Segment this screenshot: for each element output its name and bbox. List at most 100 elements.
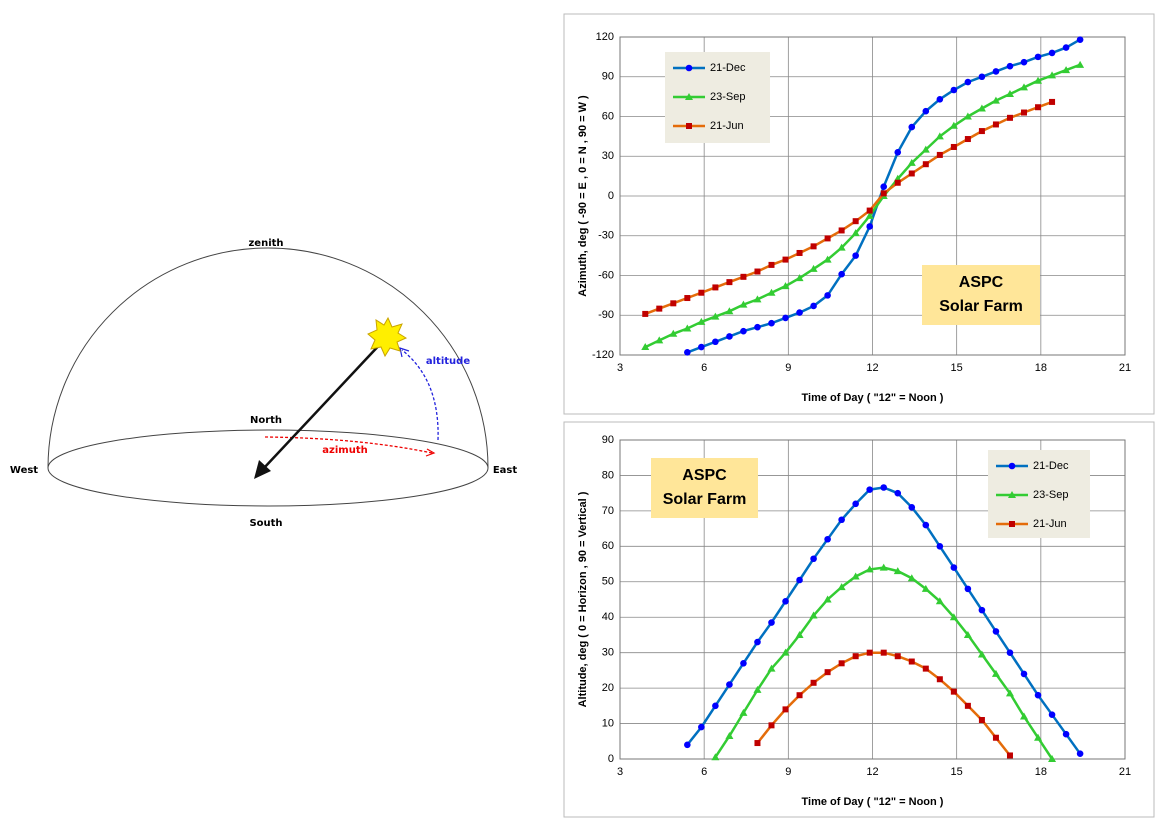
- marker: [782, 706, 789, 713]
- marker: [866, 649, 873, 656]
- marker: [922, 161, 929, 168]
- marker: [964, 136, 971, 143]
- marker: [1006, 114, 1013, 121]
- marker: [838, 227, 845, 234]
- marker: [964, 702, 971, 709]
- x-tick-label: 12: [866, 362, 878, 374]
- horizon: [47, 429, 489, 507]
- marker: [1006, 752, 1013, 759]
- marker: [1048, 49, 1056, 57]
- marker: [824, 535, 831, 543]
- marker: [950, 86, 958, 94]
- marker: [1020, 670, 1028, 678]
- north-label: North: [250, 415, 282, 426]
- marker: [991, 96, 1000, 104]
- marker: [908, 123, 916, 131]
- marker: [795, 274, 804, 282]
- annotation-box: [651, 458, 758, 518]
- marker: [837, 583, 846, 591]
- marker: [949, 121, 958, 129]
- marker: [992, 121, 999, 128]
- altitude-arc: [401, 349, 439, 441]
- marker: [823, 255, 832, 263]
- x-tick-label: 18: [1035, 362, 1047, 374]
- legend-label: 23-Sep: [1033, 489, 1068, 501]
- marker: [725, 307, 734, 315]
- marker: [698, 343, 705, 351]
- x-axis-label: Time of Day ( "12" = Noon ): [802, 392, 944, 404]
- marker: [655, 336, 664, 344]
- marker: [852, 252, 859, 259]
- marker: [838, 516, 845, 524]
- y-tick-label: -90: [598, 309, 614, 321]
- marker: [922, 107, 930, 115]
- bottom-panel: [563, 421, 1155, 818]
- marker: [697, 317, 706, 325]
- marker: [907, 574, 916, 582]
- marker: [753, 295, 762, 303]
- marker: [712, 338, 719, 346]
- west-label: West: [10, 465, 38, 476]
- marker: [964, 78, 972, 86]
- marker: [963, 112, 972, 120]
- marker: [711, 753, 720, 761]
- marker: [866, 223, 873, 230]
- marker: [922, 521, 930, 529]
- marker: [950, 688, 957, 695]
- legend-label: 21-Jun: [710, 120, 744, 132]
- sun: [367, 316, 408, 358]
- top-panel: [563, 13, 1155, 415]
- marker: [1034, 76, 1043, 84]
- marker: [963, 630, 972, 638]
- marker: [795, 630, 804, 638]
- marker: [1048, 755, 1057, 762]
- marker: [1076, 750, 1084, 757]
- marker: [879, 563, 888, 571]
- marker: [712, 284, 719, 291]
- marker: [669, 329, 678, 337]
- marker: [1048, 71, 1057, 79]
- marker: [1006, 649, 1014, 656]
- marker: [740, 660, 747, 667]
- marker: [978, 606, 986, 614]
- legend-marker: [685, 93, 693, 100]
- east-label: East: [493, 465, 518, 476]
- marker: [1005, 689, 1014, 697]
- marker: [1062, 66, 1071, 74]
- annotation-box: [922, 265, 1040, 325]
- marker: [936, 543, 944, 550]
- marker: [1021, 109, 1027, 116]
- marker: [810, 679, 817, 686]
- marker: [768, 619, 775, 626]
- marker: [977, 650, 986, 658]
- y-tick-label: 10: [602, 717, 614, 729]
- y-axis-label: Azimuth, deg ( -90 = E , 0 = N , 90 = W …: [577, 95, 589, 297]
- x-tick-label: 21: [1119, 362, 1131, 374]
- x-tick-label: 3: [617, 766, 623, 778]
- marker: [739, 708, 748, 716]
- azimuth-label: azimuth: [322, 445, 367, 456]
- marker: [950, 564, 958, 571]
- marker: [1048, 711, 1056, 718]
- marker: [824, 669, 831, 676]
- marker: [838, 270, 845, 278]
- x-tick-label: 9: [785, 766, 791, 778]
- x-tick-label: 6: [701, 766, 707, 778]
- marker: [810, 302, 817, 310]
- y-tick-label: 60: [602, 540, 614, 552]
- marker: [711, 312, 720, 320]
- legend-label: 21-Jun: [1033, 518, 1067, 530]
- marker: [656, 305, 663, 312]
- marker: [936, 95, 944, 103]
- marker: [1006, 62, 1014, 70]
- y-tick-label: 80: [602, 469, 614, 481]
- marker: [754, 740, 761, 747]
- marker: [921, 584, 930, 592]
- x-tick-label: 15: [951, 362, 963, 374]
- marker: [782, 256, 789, 263]
- plot-border: [619, 36, 1126, 356]
- marker: [992, 68, 1000, 75]
- marker: [809, 264, 818, 272]
- y-tick-label: -60: [598, 269, 614, 281]
- annotation-text: ASPC: [959, 274, 1004, 291]
